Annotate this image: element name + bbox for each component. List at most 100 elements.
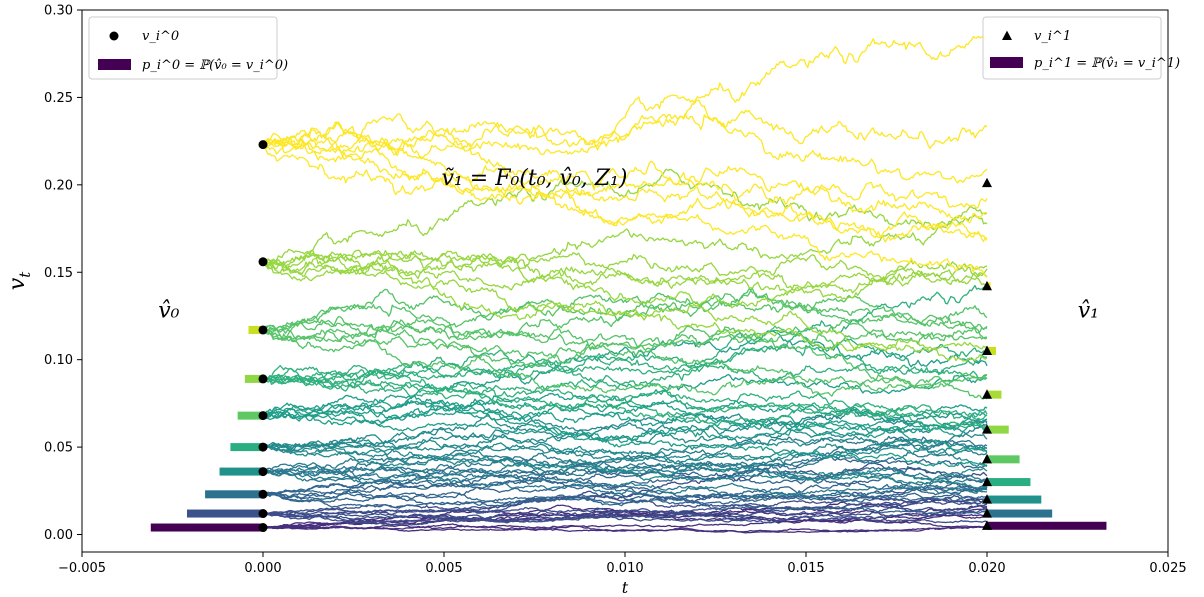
quantizer-point-0 — [258, 467, 268, 477]
path-line — [262, 250, 988, 300]
path-line — [262, 474, 988, 499]
path-line — [262, 445, 988, 489]
path-line — [262, 373, 988, 417]
quantizer-point-1 — [982, 389, 992, 399]
path-line — [262, 252, 988, 321]
path-line — [262, 492, 988, 506]
path-line — [262, 112, 988, 184]
y-tick-label: 0.25 — [44, 91, 73, 106]
quantizer-point-0 — [258, 257, 268, 267]
path-line — [262, 435, 988, 468]
path-line — [262, 494, 988, 526]
legend-marker-bar — [98, 59, 131, 70]
prob-bar-0 — [205, 490, 263, 499]
x-tick-label: 0.015 — [787, 561, 824, 576]
path-line — [262, 478, 988, 505]
path-line — [262, 455, 988, 496]
path-line — [263, 288, 988, 339]
legend-marker-triangle — [1002, 30, 1012, 41]
path-line — [262, 121, 988, 241]
path-line — [262, 137, 988, 243]
sample-paths — [262, 35, 988, 534]
path-line — [262, 364, 988, 431]
quantizer-point-1 — [982, 476, 992, 487]
quantizer-point-0 — [258, 509, 268, 519]
quantizer-point-0 — [258, 523, 268, 533]
prob-bar-0 — [248, 325, 263, 334]
path-line — [262, 332, 988, 386]
path-line — [262, 261, 988, 362]
v0-annotation: v̂₀ — [158, 299, 179, 324]
x-tick-label: 0.005 — [425, 561, 462, 576]
x-tick-label: 0.020 — [968, 561, 1005, 576]
path-line — [262, 284, 988, 381]
path-line — [262, 466, 988, 499]
quantizer-point-1 — [982, 424, 992, 434]
y-tick-label: 0.10 — [44, 353, 73, 368]
prob-bar-0 — [186, 509, 263, 518]
legend-label-v0: v_i^0 — [142, 29, 179, 44]
prob-bar-1 — [987, 521, 1107, 530]
prob-bar-1 — [987, 478, 1031, 487]
legend-label-v1: v_i^1 — [1034, 29, 1071, 44]
path-line — [262, 525, 988, 533]
path-line — [262, 512, 988, 530]
path-line — [262, 356, 988, 421]
path-line — [262, 303, 988, 351]
prob-bar-0 — [237, 411, 263, 420]
legend-marker-circle — [109, 31, 119, 41]
path-line — [262, 138, 988, 224]
legend-label-p0: p_i^0 = ℙ(v̂₀ = v_i^0) — [142, 58, 288, 73]
path-line — [262, 409, 988, 450]
quantizer-point-0 — [258, 325, 268, 335]
prob-bar-1 — [987, 425, 1009, 434]
x-tick-label: 0.025 — [1149, 561, 1186, 576]
path-line — [262, 249, 988, 294]
quantizer-point-1 — [982, 453, 992, 464]
quantizer-point-0 — [258, 374, 268, 384]
path-line — [262, 394, 988, 454]
path-line — [262, 437, 988, 465]
path-line — [262, 354, 988, 395]
quantizer-point-1 — [982, 494, 992, 504]
quantizer-point-0 — [258, 442, 268, 452]
path-line — [262, 406, 988, 432]
path-line — [262, 168, 988, 274]
x-tick-label: 0.000 — [244, 561, 281, 576]
axis-ticks: −0.005 0.000 0.005 0.010 0.015 0.020 0.025 0.00… — [44, 4, 1187, 577]
prob-bar-0 — [230, 443, 263, 452]
legend-label-p1: p_i^1 = ℙ(v̂₁ = v_i^1) — [1034, 56, 1180, 71]
formula-annotation: ṽ₁ = F₀(t₀, v̂₀, Z₁) — [442, 166, 628, 191]
path-line — [262, 507, 988, 524]
quantizer-point-1 — [982, 280, 992, 291]
path-line — [262, 312, 988, 348]
legend-right: v_i^1 p_i^1 = ℙ(v̂₁ = v_i^1) — [982, 16, 1180, 80]
path-line — [262, 326, 988, 400]
path-line — [262, 462, 988, 518]
quantizer-point-1 — [982, 345, 992, 355]
path-line — [262, 405, 988, 443]
y-tick-label: 0.30 — [44, 4, 73, 19]
quantizer-points — [258, 140, 992, 533]
prob-bar-1 — [987, 509, 1053, 518]
prob-bar-1 — [987, 495, 1042, 504]
path-line — [262, 491, 988, 509]
path-line — [262, 503, 988, 530]
path-line — [262, 407, 988, 455]
y-axis-label: vt — [5, 271, 34, 290]
path-line — [262, 344, 988, 389]
v1-annotation: v̂₁ — [1078, 299, 1099, 324]
path-line — [262, 330, 988, 417]
path-line — [262, 465, 988, 499]
path-line — [262, 329, 988, 397]
legend-box — [982, 16, 1162, 80]
prob-bar-1 — [987, 390, 1002, 399]
x-tick-label: −0.005 — [58, 561, 106, 576]
quantizer-point-0 — [258, 489, 268, 499]
prob-bar-0 — [244, 374, 263, 383]
path-line — [262, 507, 988, 524]
y-tick-label: 0.05 — [44, 441, 73, 456]
path-line — [262, 504, 988, 524]
y-tick-label: 0.00 — [44, 528, 73, 543]
